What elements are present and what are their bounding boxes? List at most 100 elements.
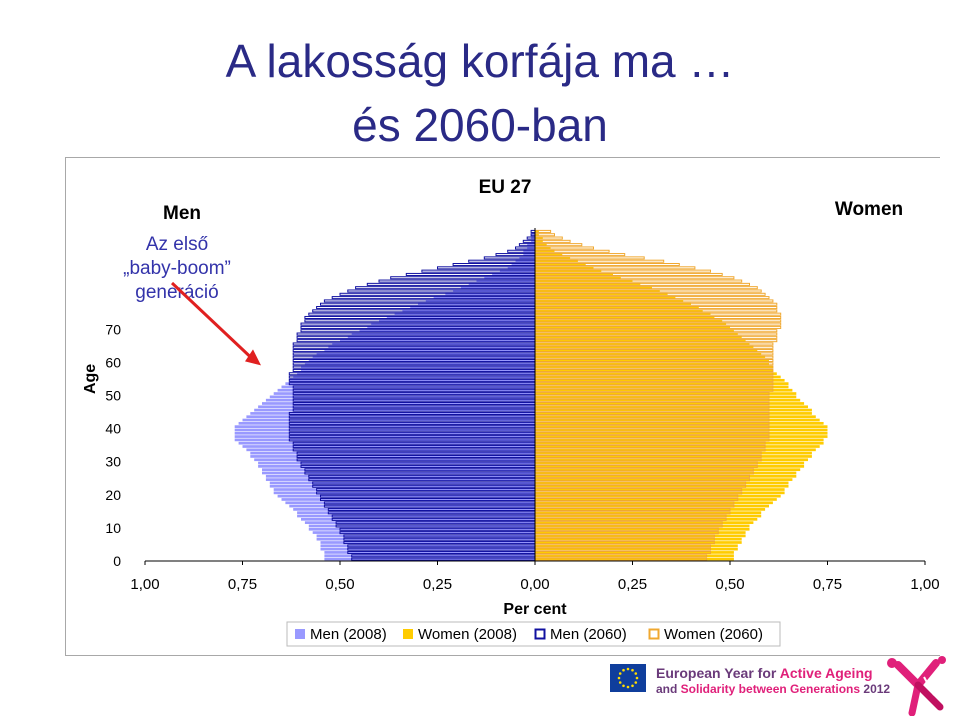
- eu-star-icon: [635, 676, 639, 680]
- x-tick-label: 0,50: [715, 576, 744, 593]
- women-2008-bar: [535, 465, 805, 468]
- men-2008-bar: [301, 369, 535, 372]
- men-2008-bar: [316, 352, 535, 356]
- men-2008-bar: [269, 484, 535, 488]
- women-2008-bar: [535, 282, 641, 286]
- chart-title: EU 27: [479, 177, 532, 198]
- legend-layer: Men (2008) Women (2008) Men (2060) Women (2…: [286, 621, 781, 647]
- men-2008-bar: [242, 418, 535, 422]
- women-2008-bar: [535, 292, 668, 296]
- women-2008-bar: [535, 544, 738, 548]
- women-2008-bar: [535, 329, 734, 333]
- men-2008-bar: [262, 402, 535, 405]
- women-2008-bar: [535, 392, 797, 395]
- men-2008-bar: [297, 372, 535, 376]
- footer-banner: European Year for Active Ageing and Soli…: [600, 655, 960, 716]
- baby-boom-annotation-line: Az első: [146, 234, 208, 255]
- women-2008-bar: [535, 471, 797, 475]
- footer-line-1: European Year for Active Ageing: [656, 665, 873, 681]
- eu-star-icon: [622, 684, 625, 688]
- women-2008-bar: [535, 365, 773, 369]
- men-2008-bar: [297, 511, 535, 515]
- men-2008-bar: [277, 494, 535, 498]
- baby-boom-annotation-line: generáció: [135, 282, 218, 303]
- men-2008-bar: [386, 316, 535, 319]
- footer-line-1-prefix: European Year for: [656, 665, 780, 681]
- eu-star-icon: [631, 684, 634, 688]
- women-2008-bar: [535, 322, 727, 326]
- women-2008-bar: [535, 388, 793, 392]
- men-2008-bar: [281, 385, 535, 389]
- men-2008-bar: [324, 349, 535, 352]
- eu-star-icon: [618, 681, 622, 684]
- women-2008-bar: [535, 249, 555, 253]
- men-2008-bar: [304, 521, 535, 524]
- legend-label: Women (2060): [664, 626, 763, 643]
- bars-layer: [234, 230, 828, 561]
- x-tick-label: 0,00: [520, 576, 549, 593]
- men-2008-bar: [238, 441, 535, 445]
- men-2008-bar: [269, 481, 535, 485]
- legend-swatch: [534, 628, 546, 640]
- slide-title-line-1: A lakosság korfája ma …: [225, 35, 735, 87]
- men-2008-bar: [234, 435, 535, 438]
- men-2008-bar: [293, 375, 535, 379]
- footer-line-2-suffix: 2012: [860, 682, 891, 696]
- women-2008-bar: [535, 256, 571, 260]
- men-2008-bar: [316, 534, 535, 538]
- women-2008-bar: [535, 474, 797, 478]
- men-2008-bar: [316, 537, 535, 541]
- eu-star-icon: [626, 685, 630, 689]
- eu-star-icon: [631, 668, 634, 672]
- men-2008-bar: [234, 438, 535, 442]
- slide-title-line-2: és 2060-ban: [352, 99, 608, 151]
- women-2008-bar: [535, 339, 746, 342]
- men-2008-bar: [402, 309, 535, 313]
- men-2008-bar: [523, 249, 535, 253]
- women-2008-bar: [535, 415, 816, 419]
- men-2008-bar: [265, 474, 535, 478]
- women-2008-bar: [535, 531, 746, 534]
- men-2008-bar: [293, 508, 535, 511]
- men-2008-bar: [250, 451, 536, 455]
- y-tick-label: 60: [105, 354, 121, 370]
- men-2008-bar: [269, 395, 535, 399]
- axes-layer: [144, 228, 926, 565]
- women-2008-bar: [535, 534, 746, 538]
- men-2008-bar: [285, 382, 535, 385]
- y-tick-label: 20: [105, 487, 121, 503]
- men-2008-bar: [312, 531, 535, 534]
- women-2008-bar: [535, 362, 769, 366]
- women-2008-bar: [535, 289, 660, 293]
- eu-star-icon: [617, 676, 621, 680]
- baby-boom-arrow: [170, 281, 255, 361]
- x-axis-title: Per cent: [503, 601, 567, 618]
- women-2008-bar: [535, 319, 723, 323]
- men-2008-bar: [234, 425, 535, 428]
- women-2008-bar: [535, 309, 703, 313]
- y-tick-label: 40: [105, 421, 121, 437]
- men-2008-bar: [425, 299, 535, 303]
- y-tick-label: 30: [105, 454, 121, 470]
- women-2008-bar: [535, 375, 781, 379]
- men-2008-bar: [250, 455, 536, 458]
- men-2060-outline-bar: [530, 229, 536, 233]
- eu-star-icon: [634, 681, 638, 684]
- men-2008-bar: [258, 461, 535, 465]
- women-2008-bar: [535, 405, 808, 409]
- women-2008-bar: [535, 302, 691, 306]
- women-2008-bar: [535, 402, 805, 405]
- men-2008-bar: [379, 319, 535, 323]
- x-tick-label: 0,50: [325, 576, 354, 593]
- men-2008-bar: [258, 465, 535, 468]
- men-2008-bar: [320, 547, 535, 551]
- men-2008-bar: [324, 554, 535, 558]
- women-2008-bar: [535, 481, 789, 485]
- men-2008-bar: [281, 498, 535, 501]
- x-tick-label: 0,75: [813, 576, 842, 593]
- men-2008-bar: [523, 253, 535, 256]
- men-2008-bar: [312, 355, 535, 359]
- men-2008-bar: [254, 458, 535, 462]
- women-2008-bar: [535, 524, 750, 528]
- women-2008-bar: [535, 488, 785, 491]
